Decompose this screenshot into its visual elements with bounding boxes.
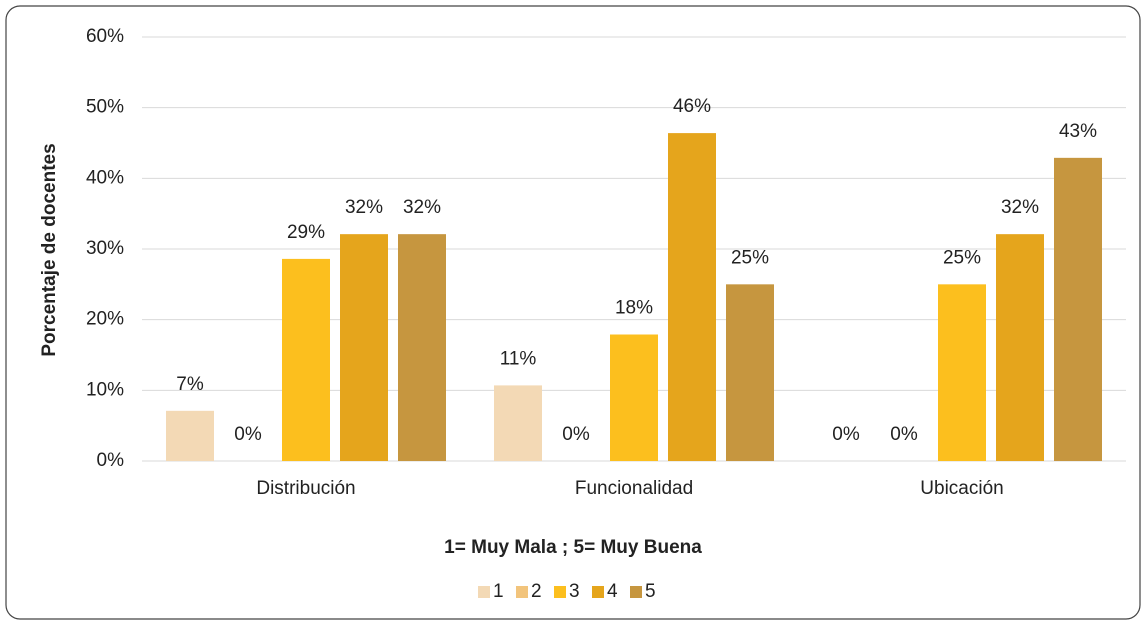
data-label: 11% [500, 348, 537, 369]
y-tick-label: 10% [86, 379, 124, 400]
data-label: 32% [345, 197, 383, 218]
legend-swatch [516, 586, 528, 598]
legend-swatch [592, 586, 604, 598]
legend-label: 5 [645, 581, 656, 602]
data-label: 18% [615, 298, 653, 319]
data-label: 0% [234, 424, 262, 445]
bar [1054, 157, 1102, 461]
x-axis-title: 1= Muy Mala ; 5= Muy Buena [444, 537, 702, 558]
y-tick-label: 50% [86, 97, 124, 118]
data-label: 0% [890, 424, 918, 445]
bar [938, 284, 986, 461]
x-tick-label: Ubicación [920, 478, 1003, 499]
bar [668, 133, 716, 461]
bar [398, 234, 446, 461]
bar [726, 284, 774, 461]
bar [340, 234, 388, 461]
data-label: 0% [832, 424, 860, 445]
data-label: 25% [943, 247, 981, 268]
data-label: 32% [403, 197, 441, 218]
data-label: 32% [1001, 197, 1039, 218]
x-tick-label: Distribución [256, 478, 355, 499]
legend-label: 1 [493, 581, 504, 602]
legend-label: 4 [607, 581, 618, 602]
x-tick-label: Funcionalidad [575, 478, 693, 499]
legend-swatch [478, 586, 490, 598]
legend-label: 2 [531, 581, 542, 602]
data-label: 0% [562, 424, 590, 445]
data-label: 46% [673, 96, 711, 117]
data-label: 25% [731, 247, 769, 268]
bar [494, 385, 542, 461]
bar [996, 234, 1044, 461]
legend-swatch [554, 586, 566, 598]
chart-frame [5, 5, 1141, 620]
bar [282, 258, 330, 461]
legend-label: 3 [569, 581, 580, 602]
data-label: 7% [176, 374, 204, 395]
bar [610, 334, 658, 461]
data-label: 29% [287, 222, 325, 243]
y-tick-label: 20% [86, 309, 124, 330]
y-axis-title: Porcentaje de docentes [39, 143, 60, 356]
y-tick-label: 30% [86, 238, 124, 259]
data-label: 43% [1059, 121, 1097, 142]
legend-swatch [630, 586, 642, 598]
y-tick-label: 0% [97, 450, 125, 471]
bar [166, 410, 214, 461]
y-tick-label: 40% [86, 167, 124, 188]
y-tick-label: 60% [86, 26, 124, 47]
